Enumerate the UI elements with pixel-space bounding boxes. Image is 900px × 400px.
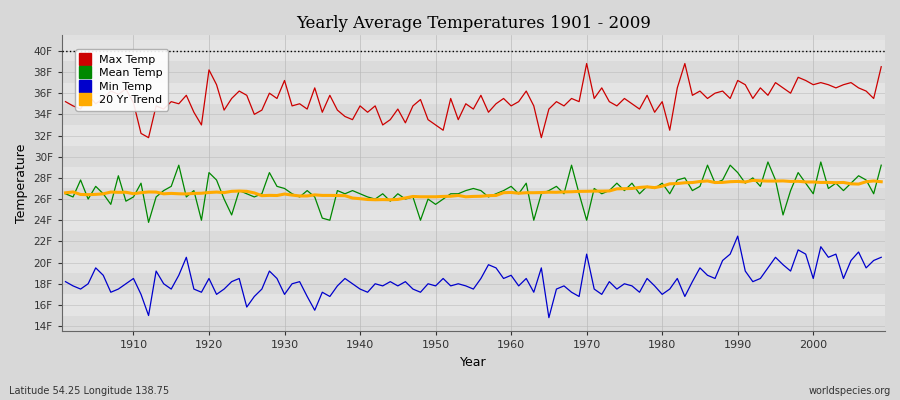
Bar bbox=[62, 316, 885, 337]
Bar bbox=[62, 146, 885, 167]
Title: Yearly Average Temperatures 1901 - 2009: Yearly Average Temperatures 1901 - 2009 bbox=[296, 15, 651, 32]
Bar bbox=[62, 210, 885, 231]
Text: Latitude 54.25 Longitude 138.75: Latitude 54.25 Longitude 138.75 bbox=[9, 386, 169, 396]
Legend: Max Temp, Mean Temp, Min Temp, 20 Yr Trend: Max Temp, Mean Temp, Min Temp, 20 Yr Tre… bbox=[76, 49, 168, 110]
Bar bbox=[62, 231, 885, 252]
Bar bbox=[62, 40, 885, 62]
X-axis label: Year: Year bbox=[460, 356, 487, 369]
Bar bbox=[62, 104, 885, 125]
Bar bbox=[62, 125, 885, 146]
Bar bbox=[62, 294, 885, 316]
Bar bbox=[62, 188, 885, 210]
Y-axis label: Temperature: Temperature bbox=[15, 144, 28, 223]
Bar bbox=[62, 273, 885, 294]
Text: worldspecies.org: worldspecies.org bbox=[809, 386, 891, 396]
Bar bbox=[62, 82, 885, 104]
Bar bbox=[62, 62, 885, 82]
Bar bbox=[62, 167, 885, 188]
Bar bbox=[62, 252, 885, 273]
